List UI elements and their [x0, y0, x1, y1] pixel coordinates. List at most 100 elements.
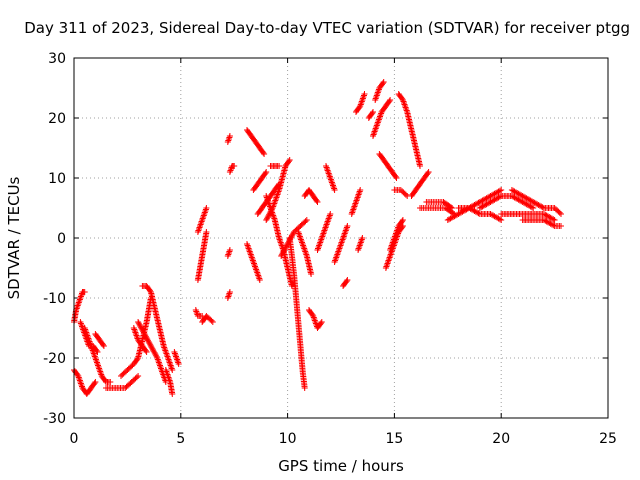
data-point	[152, 351, 159, 357]
data-point	[449, 205, 456, 211]
x-tick-label: 5	[176, 431, 185, 447]
data-point	[288, 233, 295, 239]
data-point	[226, 289, 233, 295]
data-point	[359, 235, 366, 241]
data-point	[496, 187, 503, 194]
data-point	[344, 277, 351, 283]
data-point	[392, 173, 399, 180]
data-point	[267, 209, 274, 215]
data-point	[142, 347, 149, 354]
data-point	[491, 213, 498, 220]
data-point	[318, 319, 325, 325]
data-point	[142, 333, 149, 340]
y-tick-label: -10	[43, 291, 66, 307]
data-point	[558, 211, 564, 217]
data-point	[169, 391, 176, 397]
data-point	[309, 311, 316, 318]
data-point	[288, 234, 295, 241]
data-point	[358, 236, 365, 243]
data-point	[327, 211, 334, 217]
data-point	[301, 385, 308, 391]
data-point	[147, 343, 154, 349]
data-point	[530, 205, 537, 211]
data-point	[285, 158, 292, 165]
data-point	[146, 340, 153, 347]
x-tick-label: 20	[492, 431, 510, 447]
data-point	[498, 187, 505, 193]
data-point	[94, 349, 101, 355]
data-point	[344, 223, 351, 229]
data-point	[283, 242, 290, 249]
data-point	[425, 169, 432, 175]
data-point	[263, 169, 270, 175]
data-point	[151, 349, 158, 356]
y-tick-label: -20	[43, 351, 66, 367]
data-point	[343, 278, 350, 285]
data-point	[370, 109, 376, 115]
data-point	[264, 215, 270, 222]
data-point	[262, 170, 269, 177]
x-tick-label: 10	[279, 431, 297, 447]
data-point	[203, 229, 210, 235]
data-point	[266, 211, 273, 218]
data-point	[225, 293, 232, 300]
data-point	[343, 226, 350, 232]
data-point	[556, 209, 563, 216]
data-point	[100, 341, 106, 348]
data-point	[226, 247, 233, 253]
data-point	[279, 250, 286, 257]
data-point	[135, 319, 142, 325]
data-point	[285, 239, 292, 246]
data-point	[356, 104, 363, 111]
data-point	[475, 210, 482, 217]
data-point	[208, 317, 215, 324]
data-point	[225, 137, 232, 144]
data-point	[276, 163, 283, 169]
data-point	[143, 335, 150, 341]
data-point	[380, 79, 387, 85]
data-point	[231, 163, 238, 169]
data-point	[447, 204, 454, 211]
data-point	[361, 91, 368, 97]
data-point	[107, 379, 114, 385]
data-point	[143, 349, 150, 355]
data-point	[289, 231, 296, 238]
data-point	[528, 204, 535, 211]
data-point	[317, 320, 324, 327]
data-point	[268, 207, 275, 214]
data-point	[100, 343, 107, 349]
data-point	[145, 339, 152, 345]
data-point	[402, 191, 409, 198]
data-point	[357, 187, 364, 193]
data-point	[139, 327, 146, 333]
data-point	[133, 374, 140, 381]
y-tick-label: 10	[48, 171, 66, 187]
data-point	[147, 341, 154, 348]
data-point	[136, 321, 143, 328]
plot-frame	[73, 57, 609, 419]
y-tick-label: 30	[48, 51, 66, 67]
x-tick-label: 25	[599, 431, 617, 447]
data-point	[314, 199, 321, 205]
data-point	[393, 175, 400, 181]
data-point	[286, 238, 292, 245]
data-point	[268, 206, 275, 213]
data-point	[303, 217, 310, 223]
axis-ticks: 0 5 10 15 20 25 -30 -20 -10 0 10 20 30	[43, 51, 617, 447]
data-point	[264, 214, 271, 221]
data-point	[135, 373, 142, 379]
data-point	[260, 149, 267, 156]
y-tick-label: -30	[43, 411, 66, 427]
data-point	[74, 371, 81, 378]
data-point	[256, 277, 263, 283]
data-point	[369, 110, 376, 117]
data-point	[448, 214, 455, 221]
y-tick-label: 20	[48, 111, 66, 127]
data-point	[550, 222, 557, 229]
data-point	[278, 253, 285, 259]
data-point	[544, 213, 551, 220]
data-point	[282, 245, 289, 251]
data-point	[399, 95, 406, 102]
data-point	[386, 98, 393, 105]
